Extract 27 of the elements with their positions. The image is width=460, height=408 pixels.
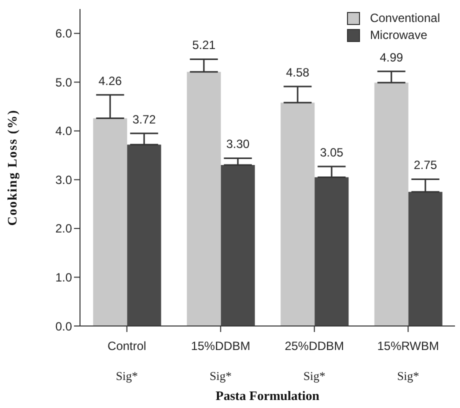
data-label: 4.26	[98, 74, 122, 88]
x-tick-label: Control	[108, 339, 146, 353]
y-tick-label: 4.0	[55, 124, 72, 138]
y-tick-label: 1.0	[55, 270, 72, 284]
y-tick-label: 3.0	[55, 172, 72, 187]
data-label: 4.99	[380, 50, 404, 64]
legend-label: Conventional	[370, 10, 440, 27]
data-label: 3.05	[320, 146, 344, 160]
x-tick-label: 15%RWBM	[377, 339, 440, 353]
data-label: 3.30	[226, 137, 250, 152]
data-label: 2.75	[414, 158, 438, 172]
data-label: 4.58	[286, 66, 310, 80]
y-tick-label: 6.0	[55, 26, 72, 41]
x-tick-label: 25%DDBM	[284, 339, 344, 353]
text: Sig*	[397, 369, 420, 383]
legend-label: Microwave	[370, 27, 428, 44]
data-label: 5.21	[192, 38, 216, 52]
text: Sig*	[303, 369, 326, 383]
y-tick-label: 5.0	[55, 75, 72, 90]
x-axis-title: Pasta Formulation	[216, 388, 320, 403]
text: Sig*	[210, 369, 232, 383]
y-tick-label: 0.0	[55, 319, 72, 334]
text: Sig*	[116, 369, 138, 383]
data-label: 3.72	[132, 112, 156, 126]
y-tick-label: 2.0	[55, 222, 72, 236]
y-axis-title: Cooking Loss (%)	[4, 109, 20, 226]
x-tick-label: 15%DDBM	[190, 339, 250, 353]
